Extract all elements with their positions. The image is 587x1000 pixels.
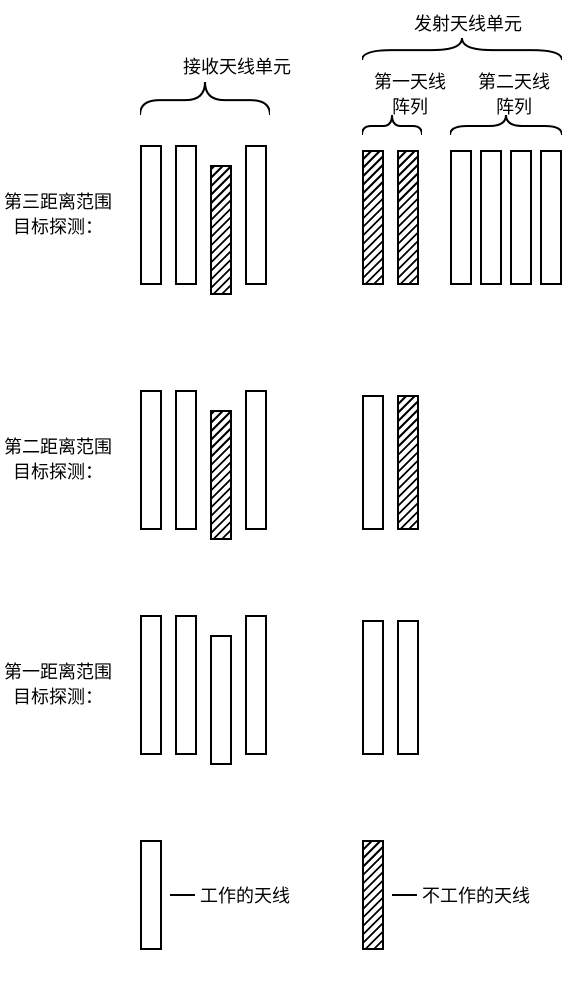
row3-tx-1 [397,150,419,285]
row3-tx-3 [480,150,502,285]
row3-rx-3 [245,145,267,285]
row3-label: 第三距离范围 目标探测： [4,190,112,240]
row3-tx-2 [450,150,472,285]
legend-inactive-text: 不工作的天线 [422,884,530,909]
tx-unit-brace [362,38,562,62]
row3-rx-1 [175,145,197,285]
legend-active-text: 工作的天线 [200,884,290,909]
legend-active-antenna [140,840,162,950]
row1-tx-1 [397,620,419,755]
row1-rx-0 [140,615,162,755]
row3-rx-2 [210,165,232,295]
array2-brace [450,115,562,137]
rx-unit-brace [140,82,270,117]
legend-inactive-dash [392,893,417,897]
first-array-label: 第一天线 阵列 [374,70,446,120]
legend-inactive-antenna [362,840,384,950]
row1-rx-3 [245,615,267,755]
row2-tx-0 [362,395,384,530]
row2-rx-0 [140,390,162,530]
rx-unit-label: 接收天线单元 [183,55,291,80]
row1-rx-1 [175,615,197,755]
row2-label: 第二距离范围 目标探测： [4,435,112,485]
row2-tx-1 [397,395,419,530]
row1-label: 第一距离范围 目标探测： [4,660,112,710]
row2-rx-3 [245,390,267,530]
second-array-label: 第二天线 阵列 [478,70,550,120]
row1-rx-2 [210,635,232,765]
tx-unit-label: 发射天线单元 [414,12,522,37]
row1-tx-0 [362,620,384,755]
array1-brace [362,115,422,137]
row3-tx-0 [362,150,384,285]
row2-rx-2 [210,410,232,540]
row3-tx-4 [510,150,532,285]
row3-tx-5 [540,150,562,285]
row3-rx-0 [140,145,162,285]
legend-active-dash [170,893,195,897]
row2-rx-1 [175,390,197,530]
